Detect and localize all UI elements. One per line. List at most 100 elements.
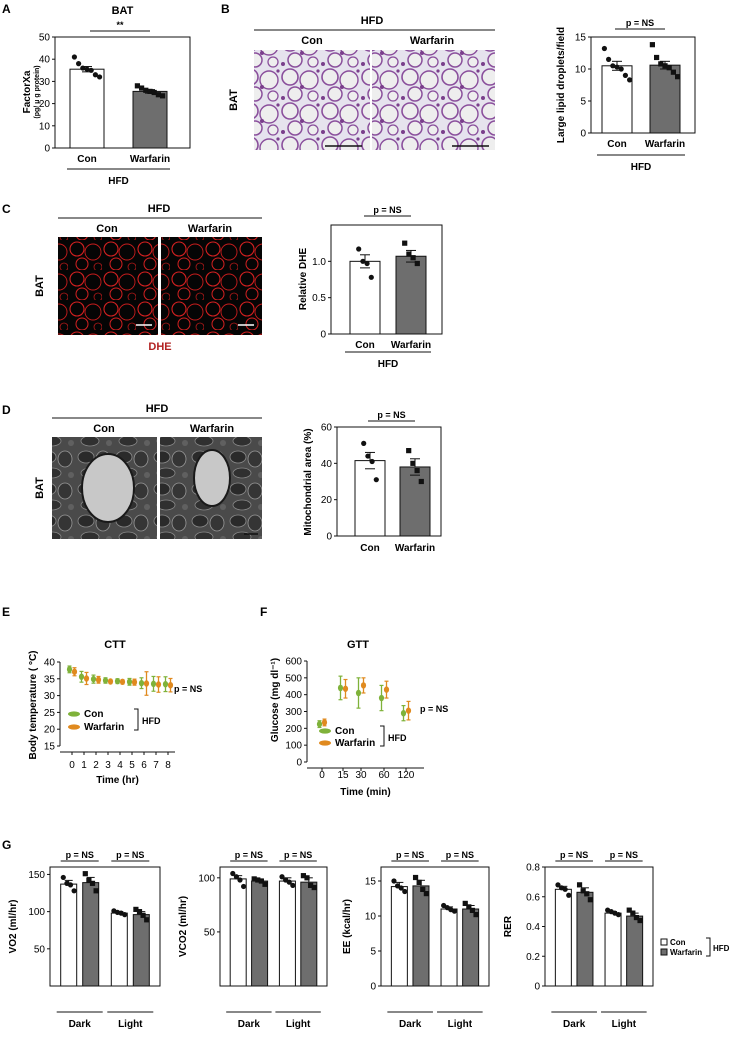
data-point-con (355, 689, 362, 697)
data-point (410, 460, 416, 466)
data-point (365, 453, 371, 459)
chart-g2-y-tick-label: 100 (198, 873, 215, 884)
significance-label: p = NS (66, 850, 94, 860)
chart-a-y-tick-label: 20 (39, 99, 51, 110)
chart-g4-y-tick-label: 0.6 (526, 892, 540, 903)
micrograph-c-group: HFD (148, 203, 171, 215)
bar-warfarin (626, 915, 644, 987)
bar-con (354, 460, 386, 537)
data-point (240, 883, 247, 890)
data-point-con (162, 680, 169, 688)
chart-c-ylabel: Relative DHE (298, 248, 309, 311)
chart-f-y-tick-label: 500 (285, 673, 302, 684)
legend-marker-con (68, 711, 80, 717)
legend-label-warfarin: Warfarin (84, 722, 124, 733)
significance-label: p = NS (373, 205, 401, 215)
data-point (308, 882, 314, 888)
panel-label-b: B (221, 2, 230, 16)
legend-label-warfarin: Warfarin (335, 738, 375, 749)
data-point-warfarin (107, 678, 114, 685)
data-point-con (337, 684, 344, 692)
data-point (89, 880, 96, 886)
micrograph-b: HFD Con Warfarin BAT (228, 15, 495, 150)
data-point-warfarin (83, 675, 90, 682)
bar-warfarin (300, 881, 318, 987)
data-point (562, 886, 568, 892)
data-point (97, 74, 103, 80)
significance-label: p = NS (284, 850, 312, 860)
panel-label-d: D (2, 403, 11, 417)
significance-label: p = NS (626, 18, 654, 28)
data-point (622, 72, 629, 78)
data-point-warfarin (321, 719, 328, 726)
data-point (580, 888, 586, 894)
data-point (627, 77, 633, 83)
chart-e-title: CTT (104, 639, 126, 651)
chart-f-y-tick-label: 300 (285, 707, 302, 718)
significance-label: ** (116, 20, 124, 30)
chart-f-y-tick-label: 0 (296, 758, 302, 769)
data-point (147, 88, 153, 94)
chart-f-ylabel: Glucose (mg dl⁻¹) (270, 658, 281, 742)
micrograph-c: HFD Con Warfarin BAT DHE (34, 203, 262, 353)
chart-g3: 0 5 10 15 EE (kcal/hr) Dark p = NS Light p = NS (342, 850, 490, 1030)
legend-bracket (380, 725, 385, 747)
data-point (618, 66, 624, 72)
data-point (576, 882, 583, 888)
legend-swatch-warfarin (660, 948, 668, 956)
data-point (134, 83, 140, 89)
chart-g3-y-tick-label: 15 (365, 877, 377, 888)
data-point (122, 912, 128, 918)
chart-g1-category: Light (118, 1019, 143, 1030)
data-point (279, 874, 285, 880)
data-point (136, 909, 143, 915)
data-point-con (126, 678, 133, 686)
micrograph-b-con-image (254, 50, 370, 150)
chart-d-ylabel: Mitochondrial area (%) (303, 428, 314, 535)
chart-b-y-tick-label: 10 (575, 65, 587, 76)
data-point (300, 873, 307, 879)
chart-g2: 50 100 VCO2 (ml/hr) Dark p = NS Light p = NS (178, 850, 328, 1030)
data-point (262, 881, 268, 887)
data-point (414, 260, 420, 267)
micrograph-d-col-con: Con (93, 423, 115, 435)
data-point (151, 89, 157, 96)
chart-e-y-tick-label: 35 (44, 674, 56, 685)
x-tick-label: 0 (69, 760, 75, 771)
significance-label: p = NS (377, 410, 405, 420)
chart-f-y-tick-label: 400 (285, 690, 302, 701)
chart-a-category: Warfarin (130, 154, 170, 165)
chart-g2-ylabel: VCO2 (ml/hr) (178, 896, 189, 957)
data-point (255, 877, 261, 883)
chart-d-y-tick-label: 0 (326, 532, 332, 543)
legend-marker-warfarin (319, 740, 331, 746)
data-point-con (400, 709, 407, 717)
bar-con (390, 886, 408, 987)
data-point (473, 912, 479, 918)
chart-a-title: BAT (112, 5, 134, 17)
data-point (133, 906, 139, 912)
significance-label: p = NS (116, 850, 144, 860)
bar-con (349, 260, 381, 335)
x-tick-label: 8 (165, 760, 171, 771)
micrograph-b-col-warfarin: Warfarin (410, 35, 454, 47)
chart-d: 0 20 40 60 Mitochondrial area (%) Con Warfarin… (303, 410, 442, 554)
data-point (606, 56, 612, 63)
data-point (406, 251, 412, 257)
data-point (666, 65, 672, 71)
bar-con (554, 888, 572, 987)
data-point (566, 892, 572, 898)
data-point (160, 93, 166, 99)
data-point-warfarin (143, 680, 150, 687)
chart-g4-ylabel: RER (503, 915, 514, 937)
data-point (587, 897, 593, 903)
bar-warfarin (412, 885, 430, 987)
bar-con (60, 883, 78, 987)
micrograph-c-warfarin-image (161, 237, 262, 335)
micrograph-b-group: HFD (361, 15, 384, 27)
data-point (86, 877, 92, 883)
bar-con (278, 880, 296, 987)
bar-con (229, 878, 247, 987)
legend-bracket (134, 708, 139, 731)
